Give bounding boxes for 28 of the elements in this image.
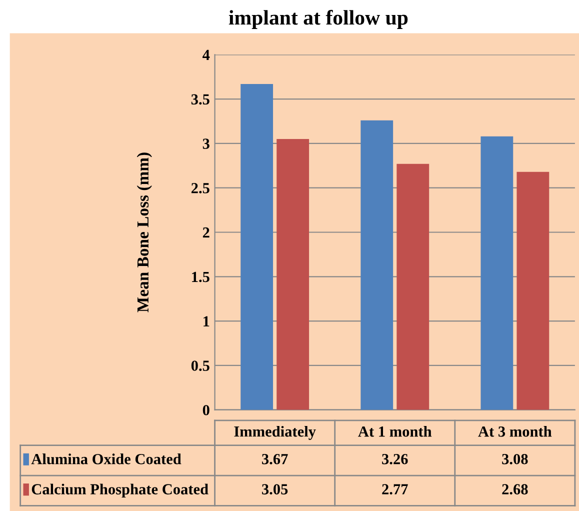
y-tick-label: 0 [202, 404, 210, 416]
y-axis-title: Mean Bone Loss (mm) [136, 152, 152, 312]
y-tick-label: 1 [204, 316, 210, 326]
legend-label: Calcium Phosphate Coated [32, 484, 208, 498]
bar [516, 172, 550, 410]
data-label: 2.68 [502, 484, 528, 495]
bar [276, 139, 310, 410]
y-tick-label: 2 [202, 227, 210, 238]
data-label: 2.77 [382, 484, 408, 495]
legend-label: Alumina Oxide Coated [31, 454, 182, 464]
y-tick-label: 3 [202, 138, 210, 149]
y-tick-label: 1.5 [192, 272, 210, 282]
data-label: 3.05 [262, 484, 288, 495]
y-tick-label: 4 [202, 50, 210, 60]
bar [396, 164, 430, 410]
bar [480, 136, 514, 410]
x-tick-label: Immediately [234, 426, 316, 440]
chart-title: implant at follow up [228, 10, 408, 29]
data-label: 3.67 [262, 454, 288, 464]
bar [240, 84, 274, 410]
y-tick-label: 3.5 [191, 94, 210, 105]
y-tick-label: 0.5 [191, 360, 210, 371]
y-tick-label: 2.5 [191, 183, 210, 194]
data-label: 3.26 [382, 454, 408, 464]
x-tick-label: At 1 month [358, 426, 432, 437]
data-label: 3.08 [502, 454, 528, 464]
x-tick-label: At 3 month [478, 426, 552, 437]
bar [360, 120, 394, 410]
